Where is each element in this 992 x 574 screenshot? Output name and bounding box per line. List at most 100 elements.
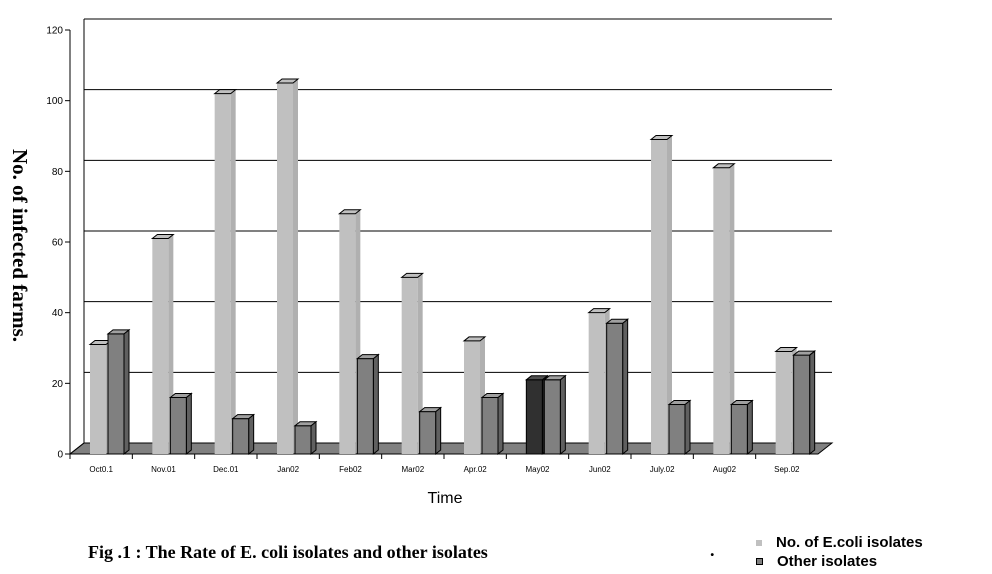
bar-other [729, 399, 754, 456]
x-tick-label: Dec.01 [213, 465, 239, 474]
legend-label-ecoli: No. of E.coli isolates [776, 534, 923, 551]
bar-side [729, 163, 735, 455]
bar-front [730, 404, 748, 455]
bar-top [542, 375, 567, 381]
bar-top [231, 414, 256, 420]
bar-ecoli [275, 78, 300, 454]
bar-front [401, 277, 418, 454]
bar-top [400, 272, 425, 278]
bar-top [774, 347, 799, 353]
bar-side [417, 273, 423, 454]
bar-front [419, 411, 437, 455]
bar-front [152, 238, 169, 454]
bar-front [294, 425, 312, 455]
bar-top [337, 209, 362, 215]
bar-side [372, 353, 379, 456]
bar-other [792, 350, 817, 456]
bar-side [248, 413, 255, 456]
bar-top [418, 407, 443, 413]
bar-front [525, 379, 543, 455]
bar-other [667, 399, 692, 456]
bar-front [169, 396, 187, 455]
bar-other [293, 420, 318, 456]
bar-front [90, 344, 106, 454]
bar-top [213, 89, 238, 95]
bar-ecoli [649, 135, 674, 455]
x-tick-label: Apr.02 [464, 465, 488, 474]
bar-side [230, 89, 236, 454]
bar-top [293, 421, 318, 427]
bar-top [587, 308, 612, 314]
bar-side [667, 135, 672, 455]
bar-front [481, 396, 499, 455]
caption-dot: . [710, 540, 715, 560]
legend-label-other: Other isolates [777, 553, 878, 570]
y-tick-label: 120 [46, 26, 63, 37]
bar-other [231, 413, 256, 456]
bar-other [355, 353, 380, 456]
bar-front [232, 418, 250, 455]
bar-front [356, 358, 374, 455]
bar-top [355, 354, 380, 360]
bar-other [605, 318, 630, 456]
legend-swatch-other [756, 558, 763, 565]
x-tick-label: Feb02 [339, 465, 362, 474]
bar-ecoli [711, 163, 736, 455]
bar-side [746, 399, 753, 456]
bar-top [275, 78, 300, 84]
bar-top [729, 400, 754, 406]
bar-front [543, 379, 561, 455]
legend-swatch-ecoli [756, 539, 762, 546]
bar-side [497, 392, 504, 456]
bar-front [214, 93, 231, 454]
y-tick-label: 20 [52, 379, 64, 390]
bar-ecoli [400, 272, 425, 454]
y-axis-title: No. of infected farms. [8, 148, 33, 342]
bar-other [480, 392, 505, 456]
bar-top [150, 233, 175, 239]
x-tick-label: Jun02 [589, 465, 611, 474]
x-tick-label: Oct0.1 [89, 465, 113, 474]
bar-front [107, 333, 125, 455]
legend-item-ecoli: No. of E.coli isolates [756, 533, 923, 552]
legend: No. of E.coli isolates Other isolates [756, 533, 923, 571]
x-tick-label: Jan02 [277, 465, 299, 474]
bar-side [310, 420, 317, 456]
bar-top [524, 375, 549, 381]
x-tick-label: July.02 [650, 465, 675, 474]
bar-other [106, 328, 131, 456]
bar-top [649, 135, 674, 141]
bar-top [667, 400, 692, 406]
bar-other [542, 374, 567, 456]
bar-side [123, 328, 130, 456]
bar-side [293, 79, 298, 454]
legend-item-other: Other isolates [756, 552, 923, 571]
y-tick-label: 40 [52, 308, 64, 319]
bar-ecoli [337, 209, 362, 454]
bar-front [775, 351, 792, 454]
bar-ecoli [213, 89, 238, 454]
bar-top [462, 336, 487, 342]
bar-front [606, 322, 624, 455]
x-tick-label: Aug02 [713, 465, 737, 474]
bar-front [668, 404, 686, 455]
bar-top [711, 163, 736, 169]
bar-side [435, 406, 442, 456]
bar-other [418, 406, 443, 456]
figure-caption: Fig .1 : The Rate of E. coli isolates an… [88, 542, 488, 562]
bar-side [559, 374, 566, 456]
bar-other [168, 392, 193, 456]
x-tick-label: May02 [525, 465, 550, 474]
bar-side [622, 318, 629, 456]
x-tick-label: Sep.02 [774, 465, 800, 474]
y-tick-label: 60 [52, 238, 64, 249]
x-axis-title: Time [427, 490, 463, 507]
y-tick-label: 80 [52, 167, 64, 178]
bar-side [185, 392, 192, 456]
bar-front [277, 83, 293, 454]
bar-front [339, 213, 356, 454]
bar-top [106, 329, 131, 335]
side-wall-edge [69, 442, 85, 455]
y-tick-label: 0 [57, 450, 63, 461]
bar-side [684, 399, 691, 456]
